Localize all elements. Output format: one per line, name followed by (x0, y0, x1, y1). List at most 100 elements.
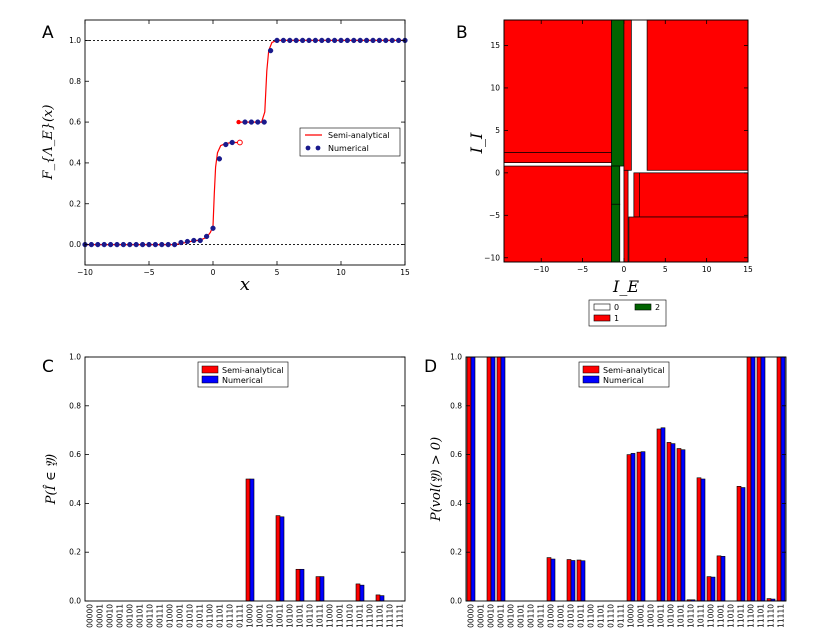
panel-c-bar-numerical (379, 595, 385, 602)
panel-d-category-label: 00001 (477, 604, 486, 628)
panel-c-bar-semi-analytical (355, 583, 361, 602)
panel-a-numerical-point (389, 37, 395, 44)
panel-b-legend-swatch (593, 314, 611, 322)
panel-a-numerical-point (331, 37, 338, 44)
panel-a-numerical-point (344, 37, 351, 44)
panel-d-bar-semi-analytical (666, 442, 672, 602)
panel-d-category-label: 11100 (747, 604, 756, 628)
panel-a-axes-frame (84, 19, 406, 266)
panel-b-legend-label: 0 (614, 303, 619, 312)
panel-c-legend-swatch (201, 375, 219, 384)
panel-d-category-label: 01001 (557, 604, 566, 628)
panel-a-numerical-point (139, 241, 146, 248)
panel-d-category-label: 10000 (627, 604, 636, 628)
panel-a-xlabel: x (240, 274, 250, 295)
panel-a-numerical-point (114, 241, 120, 248)
panel-c-category-label: 00101 (136, 604, 145, 628)
panel-d-bar-semi-analytical (676, 448, 682, 602)
panel-letter-d: D (424, 357, 437, 377)
panel-a-numerical-point (287, 37, 293, 44)
panel-d-legend-label: Numerical (603, 376, 644, 385)
panel-d-bar-semi-analytical (496, 356, 502, 602)
panel-d-bar-numerical (500, 356, 506, 602)
panel-c-ytick-label: 0.0 (69, 597, 81, 606)
panel-c-ytick-label: 0.4 (69, 499, 81, 508)
panel-b-ytick-label: −5 (489, 211, 500, 220)
panel-b-ytick-label: 15 (490, 41, 500, 50)
panel-b-region (611, 165, 621, 205)
panel-d-category-label: 00101 (517, 604, 526, 628)
panel-a-numerical-point (152, 241, 159, 248)
panel-a-numerical-point (357, 37, 363, 44)
panel-d-bar-semi-analytical (636, 451, 642, 602)
panel-a-legend-label: Semi-analytical (328, 131, 390, 140)
panel-a-numerical-point (280, 37, 287, 44)
panel-c-bar-numerical (299, 568, 305, 602)
panel-a-legend-marker-swatch (315, 145, 321, 151)
panel-a-legend: Semi-analytical Numerical (299, 127, 401, 157)
panel-a-numerical-point (338, 37, 344, 44)
panel-a-numerical-point (191, 237, 197, 244)
panel-a-numerical-point (184, 238, 191, 245)
panel-d-bar-semi-analytical (756, 356, 762, 602)
panel-c-ytick-label: 1.0 (69, 353, 81, 362)
panel-d-bar-semi-analytical (696, 477, 702, 602)
panel-c-background (85, 357, 405, 601)
panel-c-ytick-label: 0.2 (69, 548, 81, 557)
panel-c-category-label: 11110 (386, 604, 395, 628)
panel-a-open-marker (236, 139, 243, 146)
panel-a-xtick-label: 15 (400, 268, 410, 277)
panel-d-category-label: 01101 (597, 604, 606, 628)
panel-d-category-label: 01010 (567, 604, 576, 628)
panel-a-ytick-label: 0.6 (69, 118, 81, 127)
panel-c-bar-semi-analytical (275, 515, 281, 602)
panel-a-ytick-label: 0.4 (69, 158, 81, 167)
panel-b-ytick-label: −10 (484, 253, 500, 262)
panel-a-numerical-point (216, 156, 223, 162)
panel-d-bar-semi-analytical (656, 428, 662, 602)
panel-c-category-label: 01001 (176, 604, 185, 628)
panel-a-xtick-label: −5 (143, 268, 154, 277)
panel-d-ylabel: P(vol(𝔜) > 0) (429, 437, 444, 522)
panel-c-bar-semi-analytical (245, 478, 251, 602)
panel-a-numerical-point (261, 119, 267, 125)
panel-c-bar-numerical (319, 576, 325, 602)
panel-c-category-label: 11011 (356, 604, 365, 628)
panel-c-category-label: 01101 (216, 604, 225, 628)
panel-a-ylabel: F_{Λ_E}(x) (41, 105, 56, 181)
panel-d-category-label: 01111 (617, 604, 626, 628)
panel-c-category-label: 10111 (316, 604, 325, 628)
panel-d-ytick-label: 0.8 (450, 401, 462, 410)
panel-d-legend-swatch (582, 365, 600, 374)
panel-b-ytick-label: 5 (495, 126, 500, 135)
panel-b-region (623, 169, 629, 263)
panel-c-bar-numerical (359, 584, 365, 602)
panel-a-numerical-point (363, 37, 370, 44)
panel-d-category-label: 10001 (637, 604, 646, 628)
panel-d-category-label: 00110 (527, 604, 536, 628)
panel-c-category-label: 11001 (336, 604, 345, 628)
panel-d-bar-semi-analytical (776, 356, 782, 602)
panel-b-xtick-label: 5 (663, 265, 668, 274)
panel-a-numerical-point (395, 37, 402, 44)
panel-d-background (466, 357, 786, 601)
panel-a-numerical-point (159, 241, 165, 248)
panel-b-region (503, 165, 612, 263)
panel-b-xtick-label: −5 (577, 265, 588, 274)
panel-d-category-label: 11001 (717, 604, 726, 628)
panel-a-numerical-point (197, 237, 203, 244)
panel-a-legend-label: Numerical (328, 144, 369, 153)
panel-d-bar-semi-analytical (486, 356, 492, 602)
panel-d-bar-numerical (670, 443, 676, 602)
panel-c-category-label: 00001 (96, 604, 105, 628)
panel-d-category-label: 11011 (737, 604, 746, 628)
panel-a-numerical-point (376, 37, 383, 44)
panel-d-ytick-label: 0.0 (450, 597, 462, 606)
panel-a-numerical-point (351, 37, 357, 44)
panel-c-bar-semi-analytical (315, 576, 321, 602)
panel-b-region (503, 152, 612, 164)
panel-a-numerical-point (242, 119, 248, 125)
panel-c-category-label: 10010 (266, 604, 275, 628)
